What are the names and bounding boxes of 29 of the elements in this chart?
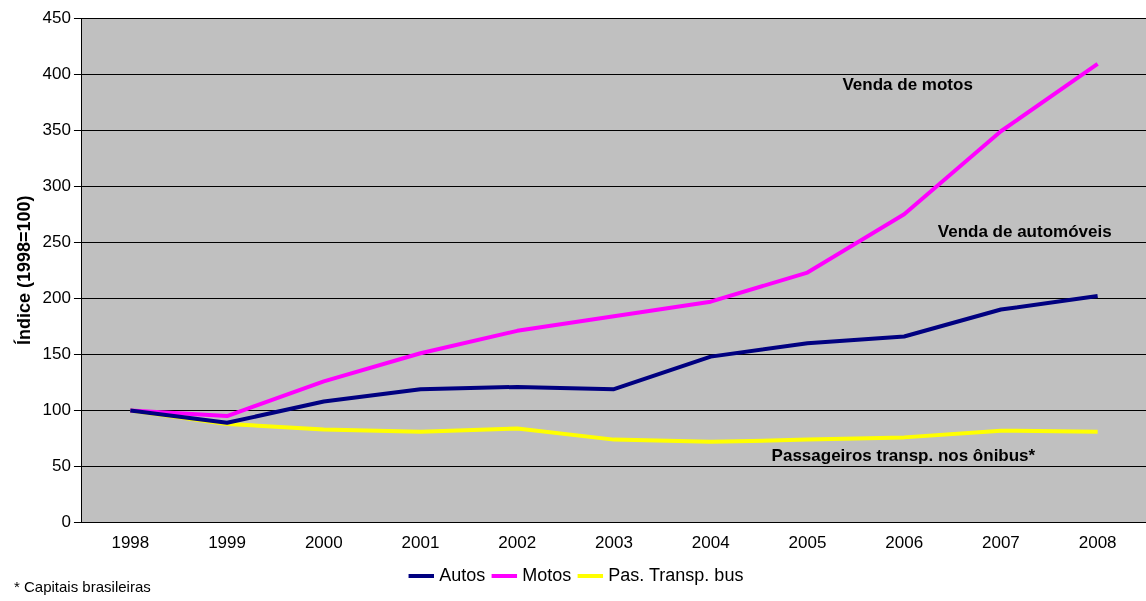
x-tick-label: 2002 xyxy=(498,533,537,553)
x-tick-label: 2004 xyxy=(691,533,730,553)
y-tick-label: 50 xyxy=(52,456,71,476)
y-tick-label: 150 xyxy=(42,344,71,364)
x-tick-label: 2001 xyxy=(401,533,440,553)
annotation: Passageiros transp. nos ônibus* xyxy=(771,445,1036,465)
text: * Capitais brasileiras xyxy=(14,578,151,595)
x-tick-label: 2007 xyxy=(981,533,1020,553)
y-tick-label: 200 xyxy=(42,288,71,308)
x-tick-label: 2006 xyxy=(885,533,924,553)
y-axis-title: Índice (1998=100) xyxy=(12,195,34,346)
x-tick-label: 2000 xyxy=(304,533,343,553)
y-tick-label: 100 xyxy=(42,400,71,420)
x-tick-label: 1998 xyxy=(111,533,150,553)
legend-label: Pas. Transp. bus xyxy=(608,564,744,585)
annotation: Venda de motos xyxy=(842,75,973,95)
y-tick-label: 0 xyxy=(61,512,71,532)
y-tick-label: 350 xyxy=(42,119,71,139)
y-tick-label: 450 xyxy=(42,7,71,27)
legend-label: Motos xyxy=(522,564,572,585)
annotation: Venda de automóveis xyxy=(937,221,1112,241)
x-tick-label: 2008 xyxy=(1078,533,1117,553)
legend-label: Autos xyxy=(439,564,486,585)
x-tick-label: 2003 xyxy=(595,533,633,553)
x-tick-label: 2005 xyxy=(788,533,827,553)
x-tick-label: 1999 xyxy=(208,533,246,553)
y-tick-label: 400 xyxy=(42,63,71,83)
y-tick-label: 300 xyxy=(42,175,71,195)
y-tick-label: 250 xyxy=(42,231,71,251)
